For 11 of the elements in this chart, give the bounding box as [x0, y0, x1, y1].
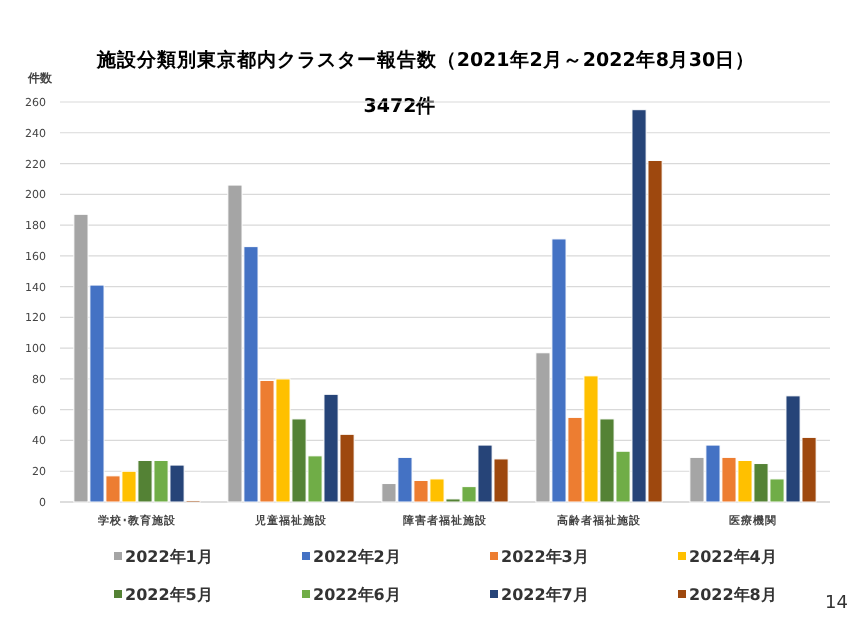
text: 14 [825, 594, 849, 614]
legend-label: 2022年2月 [313, 548, 401, 566]
chart-title: 施設分類別東京都内クラスター報告数（2021年2月～2022年8月30日） [94, 48, 756, 72]
legend-label: 2022年3月 [501, 548, 589, 566]
legend-label: 2022年5月 [125, 586, 213, 604]
legend-label: 2022年1月 [125, 548, 213, 566]
legend-label: 2022年4月 [689, 548, 777, 566]
legend-label: 2022年8月 [689, 586, 777, 604]
legend-label: 2022年6月 [313, 586, 401, 604]
legend-label: 2022年7月 [501, 586, 589, 604]
chart-subtitle: 3472件 [363, 94, 437, 118]
